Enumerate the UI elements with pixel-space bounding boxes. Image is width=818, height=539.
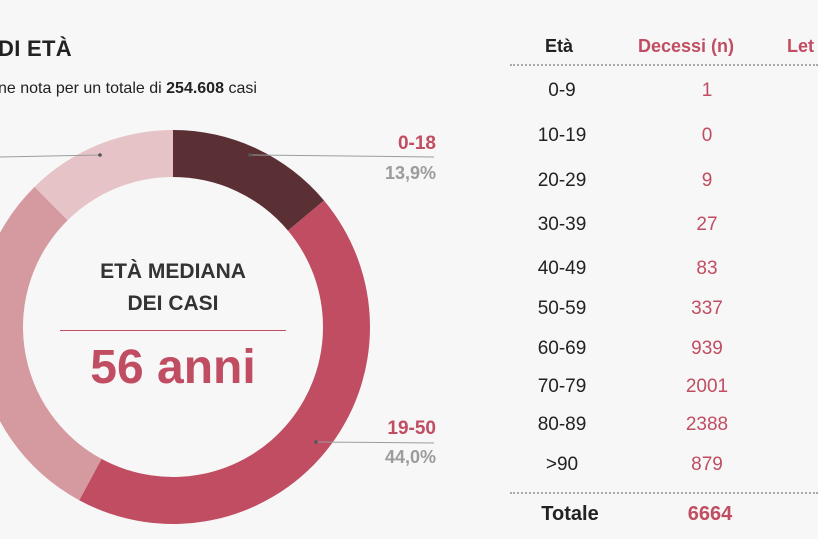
chart-title: DI ETÀ [0, 36, 72, 61]
subtitle-suffix: casi [228, 80, 257, 97]
center-label-line-1: ETÀ MEDIANA [100, 260, 246, 283]
donut-slice-segment-2 [0, 186, 102, 501]
table-header-deaths: Decessi (n) [638, 36, 735, 56]
table-header-divider [510, 64, 818, 66]
subtitle-total: 254.608 [166, 80, 224, 97]
slice-percent-19-50: 44,0% [384, 447, 436, 467]
table-cell-age: 20-29 [537, 170, 587, 191]
median-age-value: 56 anni [90, 341, 256, 394]
table-cell-deaths: 939 [691, 338, 723, 359]
total-deaths: 6664 [687, 503, 733, 525]
chart-subtitle: ne nota per un totale di 254.608 casi [0, 80, 257, 98]
leader-line-0-18-dot [248, 153, 252, 157]
subtitle-prefix: ne nota per un totale di [0, 80, 162, 97]
table-cell-age: 0-9 [548, 80, 576, 101]
table-cell-age: 60-69 [537, 338, 587, 359]
table-cell-deaths: 337 [691, 298, 723, 319]
donut-slice-19-50 [79, 200, 370, 524]
table-header-lethality: Let [787, 36, 814, 56]
slice-percent-0-18: 13,9% [384, 163, 436, 183]
table-cell-age: 30-39 [537, 214, 587, 235]
donut-slice-segment-3 [34, 130, 173, 221]
center-label-line-2: DEI CASI [127, 292, 219, 315]
leader-line-19-50-dot [314, 440, 318, 444]
table-cell-deaths: 879 [691, 454, 723, 475]
table-cell-deaths: 9 [701, 170, 713, 191]
table-cell-age: 70-79 [537, 376, 587, 397]
table-cell-deaths: 83 [696, 258, 718, 279]
table-cell-age: 50-59 [537, 298, 587, 319]
table-cell-age: 10-19 [537, 125, 587, 146]
table-cell-deaths: 0 [701, 125, 713, 146]
total-label: Totale [541, 503, 599, 525]
table-cell-age: >90 [545, 454, 579, 475]
table-cell-deaths: 1 [701, 80, 713, 101]
table-total-divider [510, 492, 818, 494]
donut-slice-0-18 [173, 130, 324, 231]
leader-line-left [0, 154, 101, 158]
table-cell-deaths: 27 [696, 214, 718, 235]
table-cell-deaths: 2001 [685, 376, 729, 397]
table-cell-age: 80-89 [537, 414, 587, 435]
center-divider [60, 330, 286, 331]
table-header-age: Età [545, 36, 574, 56]
leader-line-0-18 [249, 154, 435, 158]
table-cell-deaths: 2388 [685, 414, 729, 435]
slice-label-0-18: 0-18 [397, 133, 436, 154]
slice-label-19-50: 19-50 [387, 418, 436, 439]
leader-line-19-50 [315, 441, 435, 444]
table-cell-age: 40-49 [537, 258, 587, 279]
leader-line-left-dot [98, 153, 102, 157]
